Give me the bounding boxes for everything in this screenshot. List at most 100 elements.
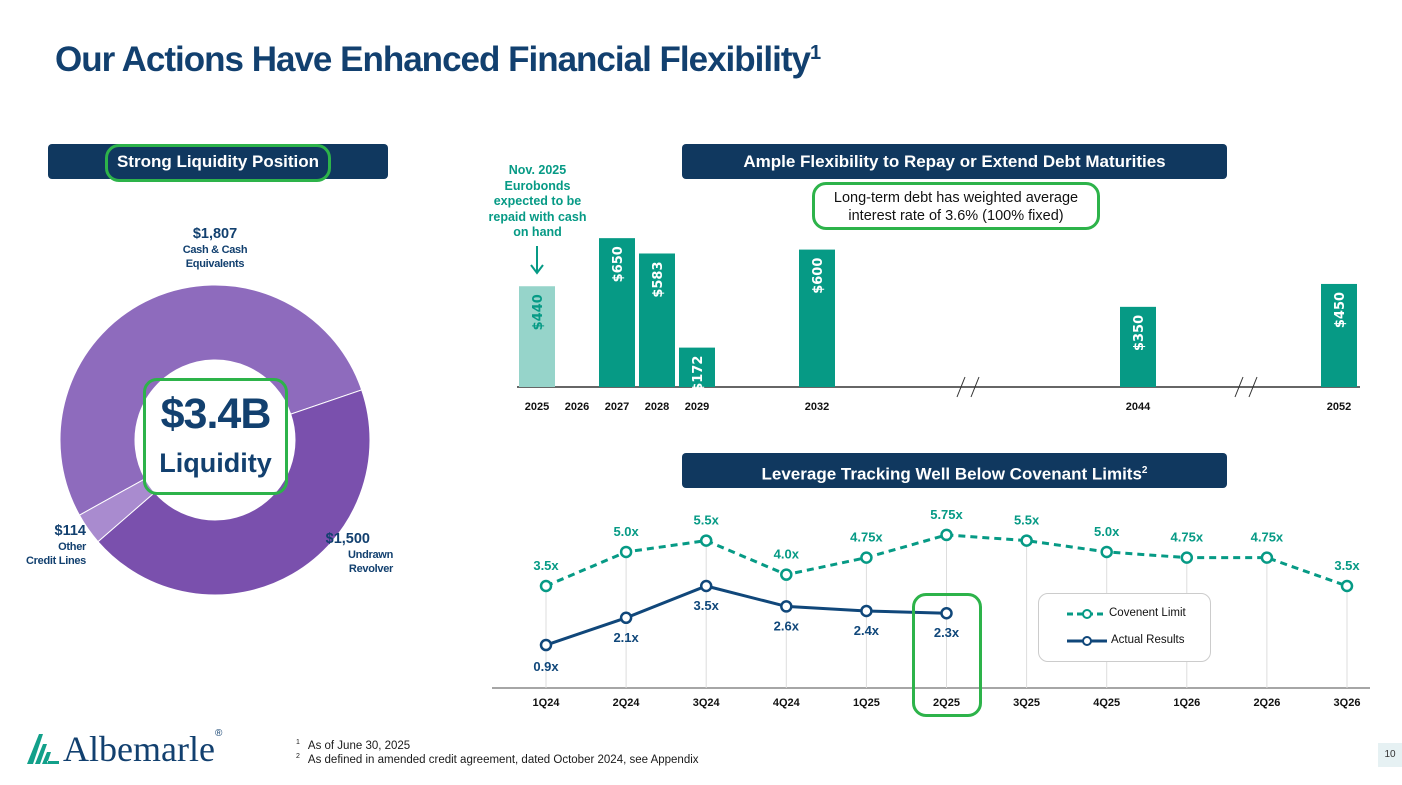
series-data-label: 5.5x [1014,513,1040,528]
bar [679,347,715,387]
line-category-label: 3Q26 [1334,697,1361,709]
series-data-label: 5.75x [930,507,963,522]
liquidity-header-highlight [105,144,331,182]
bar [599,238,635,387]
donut-slice-label: Other [58,541,87,553]
series-point [1020,534,1033,547]
liquidity-header-text: Strong Liquidity Position [116,152,320,171]
series-data-label: 3.5x [694,598,720,613]
liquidity-center-highlight [143,378,288,495]
donut-slice-label: Cash & Cash [183,244,248,256]
donut-value-label: $1,500 [326,531,370,547]
series-data-label: 4.75x [850,530,883,545]
leverage-header: Leverage Tracking Well Below Covenant Li… [682,453,1227,488]
leverage-2q25-highlight [912,593,982,717]
series-point [539,579,553,593]
series-point [699,534,713,547]
series-point [940,606,953,620]
axis-break [970,376,980,398]
series-data-label: 3.5x [1334,558,1360,573]
series-point [860,551,873,564]
series-data-label: 0.9x [533,659,559,674]
page-number: 10 [1378,743,1402,767]
liquidity-label: Liquidity [159,448,272,478]
series-point [1100,545,1113,559]
liquidity-total: $3.4B [160,390,272,438]
legend-actual-results: Actual Results [1111,634,1185,646]
bar [1321,283,1357,387]
series-point [1260,551,1274,564]
bar-value-label: $440 [531,294,546,330]
line-category-label: 1Q26 [1173,697,1200,709]
axis-break [956,376,966,398]
bar-value-label: $600 [811,258,826,294]
donut-value-label: $1,807 [193,226,237,242]
bar [1120,306,1156,387]
line-category-label: 4Q24 [773,697,801,709]
series-point [699,579,713,593]
liquidity-header: Strong Liquidity Position [48,144,388,179]
logo-text: Albemarle [63,729,215,769]
leverage-footnote-marker: 2 [1141,465,1148,476]
bar-category-label: 2027 [605,401,629,413]
albemarle-logo-icon [27,734,59,764]
line-category-label: 2Q24 [613,697,641,709]
line-category-label: 4Q25 [1093,697,1120,709]
legend-covenant-limit: Covenent Limit [1109,607,1186,619]
series-data-label: 3.5x [533,558,559,573]
bar-value-label: $650 [611,246,626,282]
registered-mark: ® [214,728,223,739]
bar-value-label: $450 [1333,292,1348,328]
eurobond-annotation: Nov. 2025 Eurobonds expected to be repai… [488,163,587,239]
line-category-label: 3Q25 [1013,697,1040,709]
series-data-label: 5.0x [1094,524,1120,539]
bar-category-label: 2025 [525,401,549,413]
series-data-label: 5.5x [694,513,720,528]
axis-break [1234,376,1244,398]
debt-header: Ample Flexibility to Repay or Extend Deb… [682,144,1227,179]
series-point [780,600,793,613]
debt-header-text: Ample Flexibility to Repay or Extend Deb… [743,152,1166,171]
down-arrow-icon [530,264,544,275]
footnote-text: As defined in amended credit agreement, … [307,753,699,766]
title-text: Our Actions Have Enhanced Financial Flex… [55,40,811,79]
bar-category-label: 2044 [1126,401,1151,413]
page-title: Our Actions Have Enhanced Financial Flex… [55,40,821,80]
debt-callout: Long-term debt has weighted average inte… [812,182,1100,230]
bar-value-label: $172 [691,356,706,392]
series-data-label: 4.75x [1171,530,1204,545]
bar [799,249,835,387]
series-point [619,611,633,625]
bar-category-label: 2032 [805,401,829,413]
line-category-label: 1Q25 [853,697,880,709]
series-point [1340,579,1354,593]
donut-slice-label: Credit Lines [26,555,86,567]
footnote-2: 2 As defined in amended credit agreement,… [296,753,699,766]
line-category-label: 1Q24 [533,697,561,709]
bar [639,253,675,387]
donut-slice-label: Equivalents [186,258,245,270]
series-data-label: 2.6x [774,618,800,633]
series-point [1180,551,1194,564]
title-footnote-marker: 1 [809,42,821,64]
donut-value-label: $114 [55,523,86,539]
line-category-label: 2Q25 [933,697,960,709]
leverage-legend: Covenent Limit Actual Results [1038,593,1211,662]
bar-category-label: 2028 [645,401,669,413]
donut-slice-label: Revolver [349,563,394,575]
axis-break [1248,376,1258,398]
bar-value-label: $583 [651,261,666,297]
bar [519,286,555,387]
line-category-label: 2Q26 [1253,697,1280,709]
series-point [619,545,633,559]
bar-value-label: $350 [1132,315,1147,351]
series-data-label: 2.4x [854,623,880,638]
series-data-label: 2.3x [934,625,960,640]
series-line-1 [545,584,947,647]
bar-category-label: 2029 [685,401,709,413]
footnote-1: 1 As of June 30, 2025 [296,739,410,752]
donut-slice-label: Undrawn [348,549,394,561]
bar-category-label: 2052 [1327,401,1351,413]
footnote-num: 1 [296,739,300,746]
